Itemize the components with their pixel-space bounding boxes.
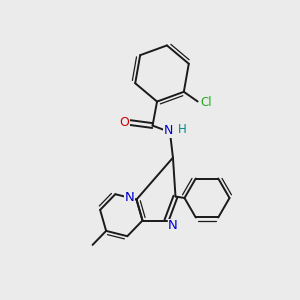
- Text: H: H: [178, 123, 187, 136]
- Text: O: O: [119, 116, 129, 129]
- Text: N: N: [168, 219, 178, 232]
- Text: Cl: Cl: [201, 97, 212, 110]
- Text: N: N: [164, 124, 173, 137]
- Text: N: N: [125, 190, 135, 204]
